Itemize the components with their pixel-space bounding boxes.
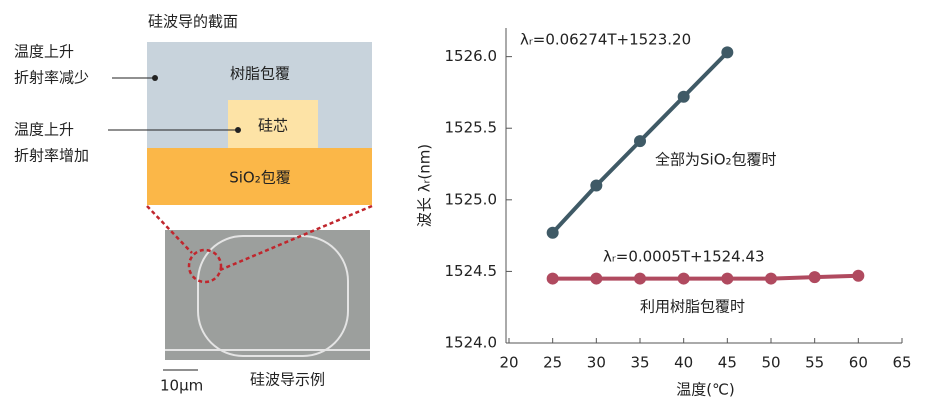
y-tick-label: 1525.5 [445, 119, 498, 137]
y-axis-label: 波长 λᵣ(nm) [416, 144, 434, 227]
zoom-line [146, 205, 193, 254]
x-tick-label: 30 [587, 354, 606, 372]
sio2-label: SiO₂包覆 [229, 169, 291, 187]
y-tick-label: 1524.5 [445, 262, 498, 280]
x-tick-label: 45 [718, 354, 737, 372]
equation: λᵣ=0.0005T+1524.43 [603, 248, 765, 266]
point [765, 272, 777, 285]
series-label: 全部为SiO₂包覆时 [655, 151, 777, 169]
x-tick-label: 20 [499, 354, 518, 372]
scale-label: 10μm [160, 377, 203, 395]
x-tick-label: 50 [761, 354, 780, 372]
x-tick-label: 65 [892, 354, 911, 372]
x-tick-label: 60 [849, 354, 868, 372]
equation: λᵣ=0.06274T+1523.20 [520, 31, 691, 49]
waveguide-ring [197, 235, 349, 357]
note: 温度上升 [14, 43, 74, 61]
point [721, 46, 734, 59]
point [634, 272, 646, 285]
point [590, 272, 603, 285]
zoom-circle [187, 248, 223, 284]
y-tick-label: 1524.0 [445, 334, 498, 352]
y-tick-label: 1526.0 [445, 47, 498, 65]
point [546, 272, 559, 285]
core [228, 100, 318, 148]
x-axis-label: 温度(℃) [676, 381, 735, 399]
x-tick-label: 55 [805, 354, 824, 372]
x-tick-label: 35 [630, 354, 649, 372]
point [721, 272, 734, 285]
core-label: 硅芯 [258, 117, 288, 135]
caption: 硅波导示例 [250, 371, 325, 389]
x-tick-label: 25 [543, 354, 562, 372]
point [677, 272, 690, 285]
point [852, 269, 865, 282]
note: 折射率增加 [14, 147, 89, 165]
diagram-title: 硅波导的截面 [148, 13, 238, 31]
series-line [552, 273, 859, 281]
point [677, 90, 690, 103]
point [808, 271, 821, 284]
series-label: 利用树脂包覆时 [640, 298, 745, 316]
x-tick-label: 40 [674, 354, 693, 372]
point [590, 179, 603, 192]
resin-label: 树脂包覆 [230, 65, 290, 83]
y-tick-label: 1525.0 [445, 190, 498, 208]
point [634, 135, 646, 148]
note: 折射率减少 [14, 69, 89, 87]
point [546, 226, 559, 239]
dot [235, 127, 241, 133]
note: 温度上升 [14, 121, 74, 139]
sio2-layer [147, 148, 372, 205]
dot [152, 75, 158, 81]
